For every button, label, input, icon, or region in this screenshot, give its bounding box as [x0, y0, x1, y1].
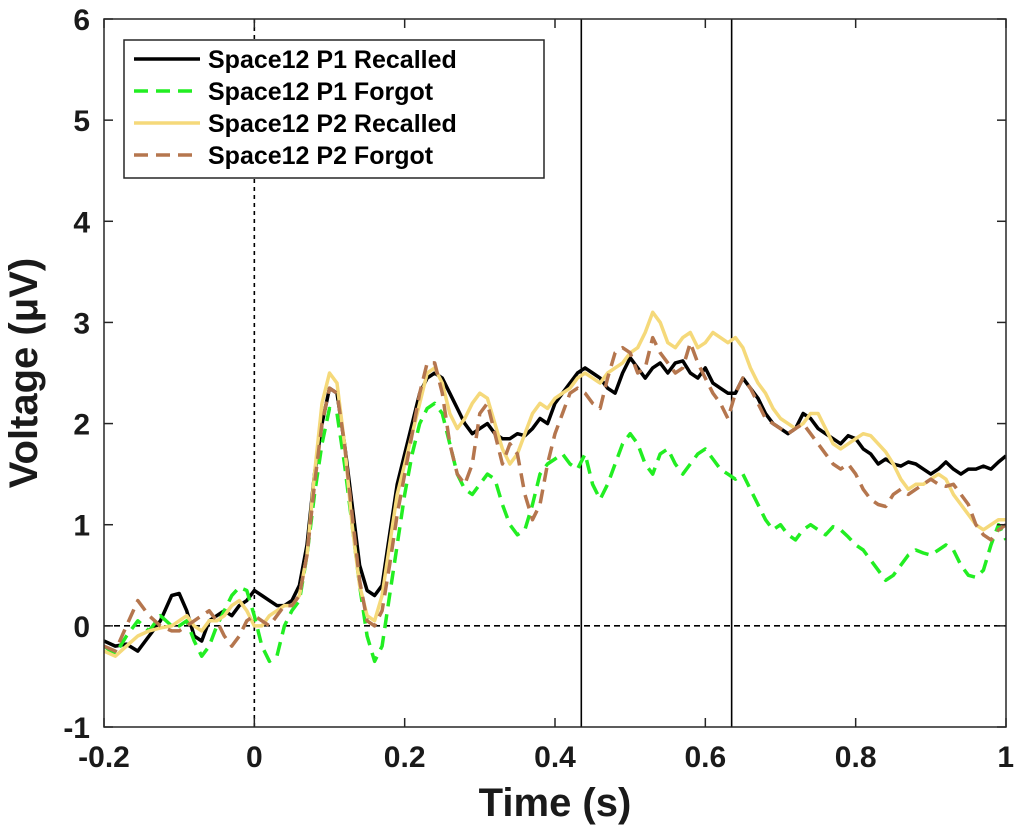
series-layer [104, 310, 1006, 664]
y-tick-label: 6 [73, 4, 90, 37]
x-tick-label: 0.8 [835, 741, 877, 774]
legend-box [123, 39, 545, 179]
x-axis-label: Time (s) [479, 781, 632, 825]
y-tick-label: -1 [63, 712, 90, 745]
legend-label-3: Space12 P2 Recalled [208, 110, 457, 138]
legend-label-1: Space12 P1 Recalled [208, 46, 457, 74]
legend-label-2: Space12 P1 Forgot [208, 78, 434, 106]
y-tick-label: 2 [73, 409, 90, 442]
x-tick-label: 1 [997, 741, 1014, 774]
series-line-2 [104, 401, 1006, 664]
y-axis-label: Voltage (μV) [2, 258, 46, 488]
x-tick-label: 0.4 [534, 741, 576, 774]
y-tick-label: 1 [73, 510, 90, 543]
y-tick-label: 5 [73, 105, 90, 138]
x-tick-label: 0.2 [384, 741, 426, 774]
axis-tick-labels: -0.2 0 0.2 0.4 0.6 0.8 1 -1 0 1 2 3 4 5 6 [63, 4, 1014, 774]
x-tick-label: -0.2 [78, 741, 130, 774]
x-tick-label: 0 [246, 741, 263, 774]
y-tick-label: 0 [73, 611, 90, 644]
legend-label-4: Space12 P2 Forgot [208, 142, 434, 170]
x-tick-label: 0.6 [684, 741, 726, 774]
legend: Space12 P1 Recalled Space12 P1 Forgot Spac… [123, 39, 545, 179]
y-tick-label: 3 [73, 307, 90, 340]
axis-ticks [103, 18, 1007, 728]
y-tick-label: 4 [73, 206, 90, 239]
series-line-1 [104, 356, 1006, 653]
series-line-3 [104, 310, 1006, 658]
